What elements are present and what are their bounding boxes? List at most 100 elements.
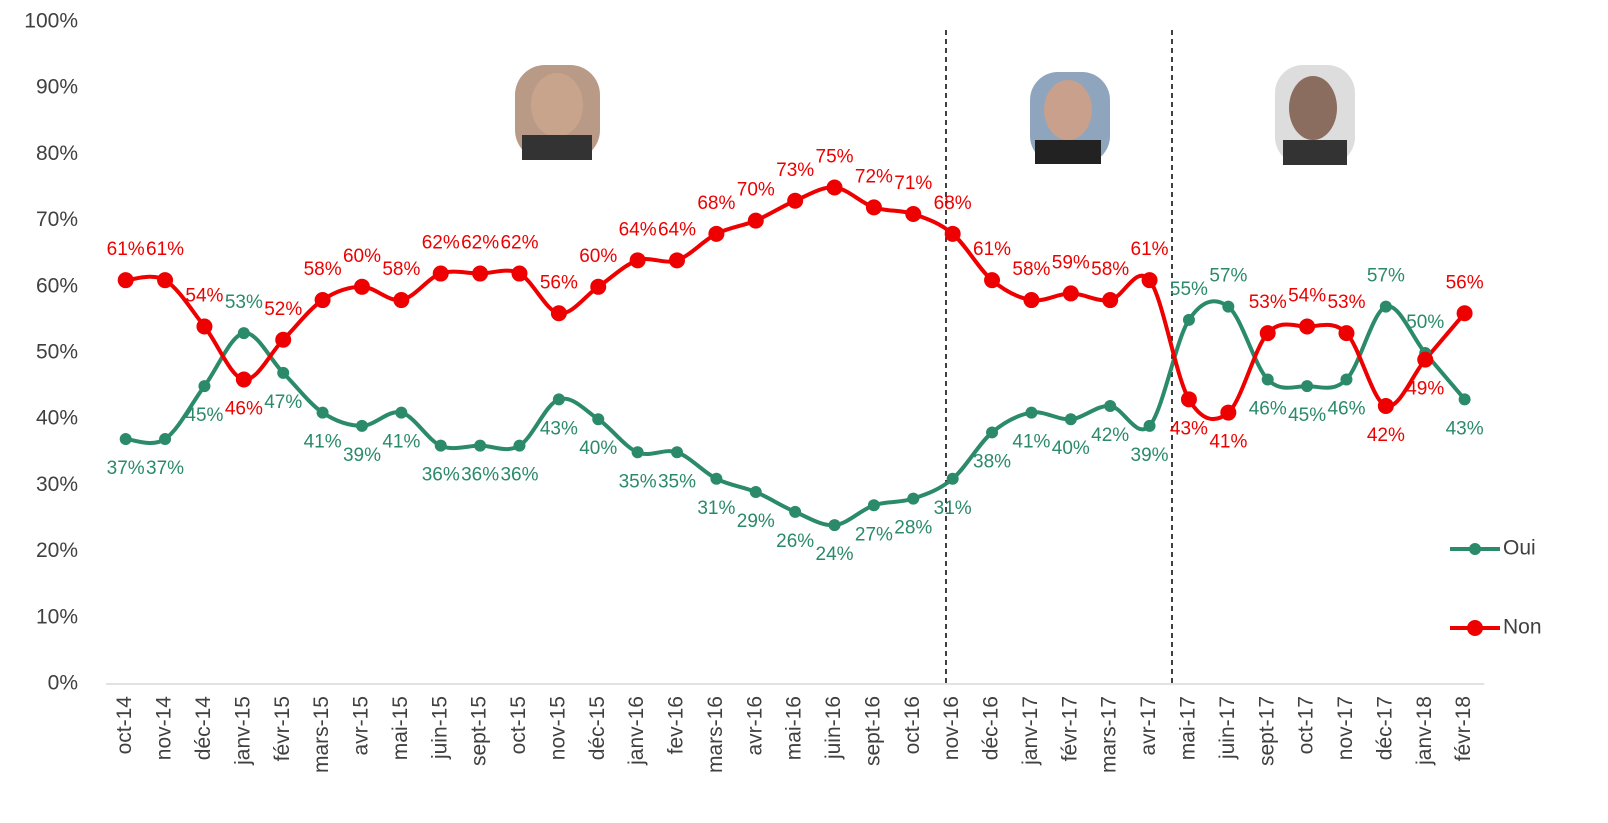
x-tick-label: déc-15 xyxy=(586,696,609,760)
y-tick-label: 90% xyxy=(36,76,78,99)
x-tick-label: déc-17 xyxy=(1373,696,1396,760)
data-label: 43% xyxy=(1170,418,1208,439)
marker xyxy=(1220,404,1237,421)
legend-label: Non xyxy=(1503,616,1542,639)
marker xyxy=(1338,325,1355,342)
data-label: 61% xyxy=(107,239,145,260)
x-tick-label: fev-16 xyxy=(665,696,688,754)
data-label: 53% xyxy=(1249,292,1287,313)
data-label: 39% xyxy=(343,445,381,466)
marker xyxy=(277,366,290,379)
data-label: 42% xyxy=(1091,425,1129,446)
x-tick-label: mai-15 xyxy=(389,696,412,760)
marker xyxy=(157,272,174,289)
marker xyxy=(1222,300,1235,313)
data-label: 58% xyxy=(382,259,420,280)
x-tick-label: nov-16 xyxy=(940,696,963,760)
data-label: 55% xyxy=(1170,279,1208,300)
legend-marker xyxy=(1469,543,1481,555)
data-label: 43% xyxy=(1446,418,1484,439)
data-label: 36% xyxy=(422,465,460,486)
x-tick-label: juin-16 xyxy=(822,696,845,760)
marker xyxy=(708,225,725,242)
x-tick-label: nov-15 xyxy=(546,696,569,760)
marker xyxy=(275,331,292,348)
data-label: 60% xyxy=(343,246,381,267)
legend-marker xyxy=(1467,620,1483,636)
x-tick-label: avr-17 xyxy=(1137,696,1160,756)
x-tick-label: févr-15 xyxy=(271,696,294,761)
marker xyxy=(432,265,449,282)
marker xyxy=(1340,373,1353,386)
marker xyxy=(119,433,132,446)
x-tick-label: mars-15 xyxy=(310,696,333,773)
x-tick-label: janv-18 xyxy=(1413,696,1436,766)
marker xyxy=(671,446,684,459)
x-tick-label: oct-17 xyxy=(1295,696,1318,754)
x-tick-label: oct-14 xyxy=(113,696,136,755)
marker xyxy=(631,446,644,459)
y-tick-label: 10% xyxy=(36,605,78,628)
data-label: 58% xyxy=(304,259,342,280)
marker xyxy=(355,419,368,432)
marker xyxy=(196,318,213,335)
marker xyxy=(1143,419,1156,432)
x-tick-label: janv-16 xyxy=(625,696,648,766)
marker xyxy=(1180,391,1197,408)
marker xyxy=(1102,292,1119,309)
data-label: 40% xyxy=(579,438,617,459)
x-tick-label: mai-17 xyxy=(1176,696,1199,760)
data-label: 31% xyxy=(934,498,972,519)
data-label: 31% xyxy=(697,498,735,519)
data-label: 46% xyxy=(1327,398,1365,419)
marker xyxy=(1377,397,1394,414)
data-label: 38% xyxy=(973,451,1011,472)
data-label: 59% xyxy=(1052,252,1090,273)
x-tick-label: nov-17 xyxy=(1334,696,1357,760)
data-label: 60% xyxy=(579,246,617,267)
x-tick-label: sept-16 xyxy=(861,696,884,766)
marker xyxy=(905,205,922,222)
x-tick-label: déc-14 xyxy=(192,696,215,761)
data-label: 57% xyxy=(1367,266,1405,287)
data-label: 64% xyxy=(619,219,657,240)
marker xyxy=(1417,351,1434,368)
marker xyxy=(1062,285,1079,302)
data-label: 68% xyxy=(697,193,735,214)
data-label: 46% xyxy=(225,398,263,419)
data-label: 47% xyxy=(264,392,302,413)
data-label: 37% xyxy=(107,458,145,479)
marker xyxy=(867,499,880,512)
portrait xyxy=(1275,65,1355,165)
data-label: 36% xyxy=(461,465,499,486)
x-tick-label: déc-16 xyxy=(980,696,1003,760)
marker xyxy=(1299,318,1316,335)
y-tick-label: 30% xyxy=(36,473,78,496)
x-tick-label: avr-15 xyxy=(350,696,373,756)
marker xyxy=(592,413,605,426)
data-label: 28% xyxy=(894,518,932,539)
data-label: 61% xyxy=(1131,239,1169,260)
marker xyxy=(316,406,329,419)
marker xyxy=(198,380,211,393)
marker xyxy=(1259,325,1276,342)
marker xyxy=(1458,393,1471,406)
data-label: 41% xyxy=(304,432,342,453)
marker xyxy=(1456,305,1473,322)
x-tick-label: mars-16 xyxy=(704,696,727,773)
marker xyxy=(710,472,723,485)
data-label: 40% xyxy=(1052,438,1090,459)
marker xyxy=(513,439,526,452)
data-label: 36% xyxy=(500,465,538,486)
data-label: 26% xyxy=(776,531,814,552)
marker xyxy=(789,505,802,518)
y-tick-label: 100% xyxy=(24,10,78,33)
x-tick-label: oct-15 xyxy=(507,696,530,754)
marker xyxy=(826,179,843,196)
marker xyxy=(434,439,447,452)
data-label: 52% xyxy=(264,299,302,320)
series-line xyxy=(125,299,1467,528)
data-label: 56% xyxy=(1446,272,1484,293)
data-label: 73% xyxy=(776,160,814,181)
